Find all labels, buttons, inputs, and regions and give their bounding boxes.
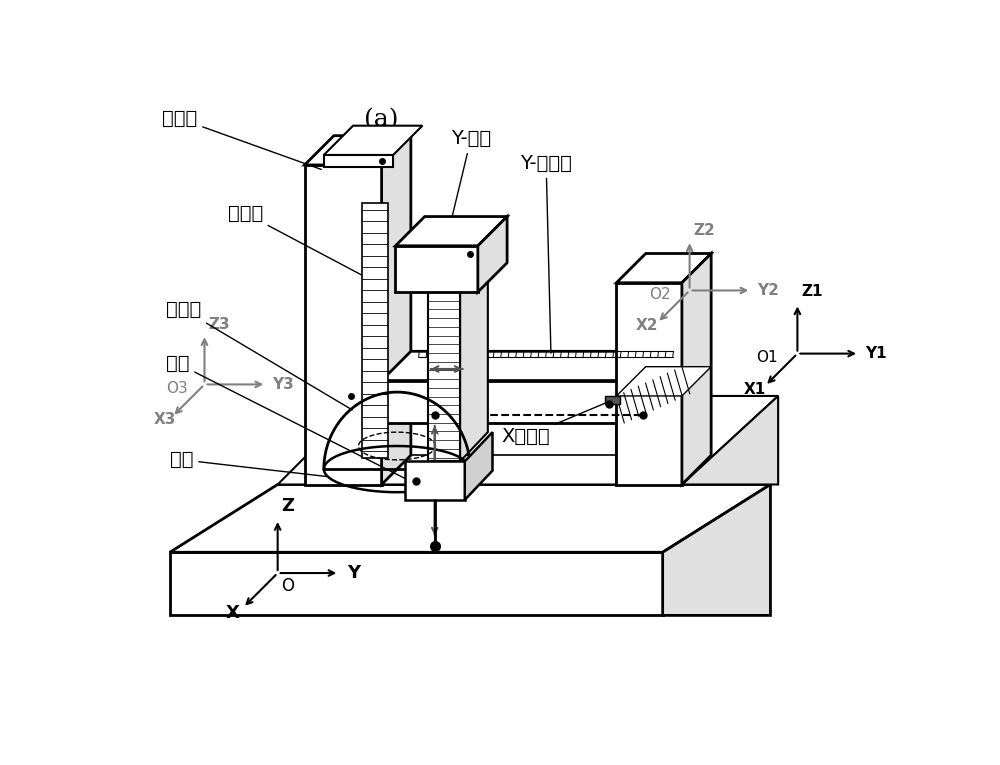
Polygon shape (305, 165, 382, 484)
Text: O: O (282, 577, 294, 595)
Text: Y-光栅尺: Y-光栅尺 (520, 154, 572, 353)
Text: Z1: Z1 (801, 284, 823, 299)
Text: Y3: Y3 (272, 377, 294, 392)
Text: Y2: Y2 (757, 283, 779, 298)
Polygon shape (616, 253, 711, 283)
Text: 工件: 工件 (170, 451, 326, 477)
Text: (a): (a) (364, 109, 399, 132)
Text: X光栅尺: X光栅尺 (501, 399, 616, 446)
Polygon shape (465, 432, 492, 500)
Text: 移动桥: 移动桥 (166, 300, 352, 410)
Polygon shape (663, 484, 770, 615)
Polygon shape (605, 396, 620, 404)
Text: 光栅尺: 光栅尺 (228, 203, 362, 275)
Text: X1: X1 (744, 382, 766, 396)
Polygon shape (460, 259, 488, 461)
Text: O2: O2 (649, 287, 670, 301)
Polygon shape (382, 351, 680, 380)
Text: Zp: Zp (442, 472, 464, 490)
Text: 测头: 测头 (166, 354, 410, 481)
Text: O1: O1 (757, 350, 778, 365)
Polygon shape (324, 155, 393, 168)
Text: X2: X2 (636, 318, 658, 334)
Text: X3: X3 (153, 412, 176, 428)
Polygon shape (395, 246, 478, 292)
Text: Yp: Yp (466, 360, 487, 378)
Polygon shape (651, 351, 680, 423)
Polygon shape (616, 283, 682, 484)
Polygon shape (616, 366, 711, 396)
Text: O3: O3 (166, 380, 188, 396)
Text: Z2: Z2 (693, 223, 715, 238)
Text: Z: Z (282, 497, 294, 516)
Polygon shape (405, 461, 465, 500)
Text: Xp: Xp (450, 412, 472, 431)
Text: X: X (226, 604, 240, 622)
Polygon shape (428, 288, 460, 461)
Text: 测量柱: 测量柱 (162, 109, 321, 169)
Polygon shape (278, 396, 778, 484)
Polygon shape (395, 216, 507, 246)
Polygon shape (682, 253, 711, 484)
Text: Y-滑块: Y-滑块 (444, 129, 491, 251)
Polygon shape (362, 203, 388, 457)
Text: Y: Y (347, 564, 360, 582)
Polygon shape (682, 396, 778, 484)
Polygon shape (382, 380, 651, 423)
Polygon shape (382, 135, 411, 484)
Polygon shape (478, 216, 507, 292)
Polygon shape (170, 484, 770, 552)
Polygon shape (324, 125, 422, 155)
Text: Z3: Z3 (208, 317, 230, 332)
Polygon shape (305, 135, 411, 165)
Text: Y1: Y1 (865, 346, 887, 361)
Polygon shape (170, 552, 663, 615)
